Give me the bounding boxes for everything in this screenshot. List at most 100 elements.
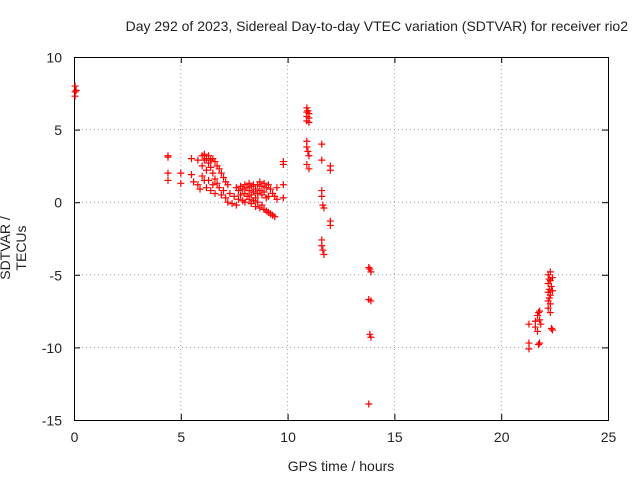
x-tick-label: 15: [387, 429, 403, 445]
data-point: [245, 187, 253, 195]
data-point: [215, 165, 223, 173]
y-tick-label: 0: [54, 195, 62, 211]
data-point: [548, 287, 556, 295]
data-point: [217, 169, 225, 177]
data-point: [258, 201, 266, 209]
data-point: [320, 250, 328, 258]
data-point: [547, 325, 555, 333]
data-point: [367, 297, 375, 305]
data-point: [164, 169, 172, 177]
data-point: [224, 198, 232, 206]
data-point: [531, 323, 539, 331]
data-point: [234, 195, 242, 203]
data-point: [305, 165, 313, 173]
data-point: [535, 309, 543, 317]
y-tick-label: -10: [42, 340, 62, 356]
data-point: [305, 152, 313, 160]
data-point: [546, 300, 554, 308]
data-point: [320, 204, 328, 212]
data-point: [232, 201, 240, 209]
axes: [74, 57, 609, 421]
data-point: [252, 185, 260, 193]
data-point: [536, 307, 544, 315]
data-point: [318, 242, 326, 250]
data-point: [237, 191, 245, 199]
data-point: [264, 181, 272, 189]
data-point: [318, 156, 326, 164]
y-tick-label: -15: [42, 413, 62, 429]
data-point: [220, 187, 228, 195]
x-tick-label: 5: [177, 429, 185, 445]
data-point: [326, 166, 334, 174]
data-point: [194, 156, 202, 164]
data-point: [245, 195, 253, 203]
data-point: [525, 320, 533, 328]
data-point: [260, 179, 268, 187]
data-point: [304, 147, 312, 155]
data-point: [211, 189, 219, 197]
data-point: [264, 192, 272, 200]
data-point: [279, 181, 287, 189]
data-point: [548, 326, 556, 334]
data-point: [271, 213, 279, 221]
y-axis-label: SDTVAR / TECUs: [0, 216, 29, 280]
data-point: [177, 169, 185, 177]
x-axis-label: GPS time / hours: [287, 458, 395, 474]
data-point: [71, 92, 79, 100]
data-point: [211, 175, 219, 183]
x-tick-label: 0: [71, 429, 79, 445]
data-point: [536, 339, 544, 347]
y-tick-label: 10: [46, 50, 62, 66]
data-points: [71, 82, 556, 408]
data-point: [365, 400, 373, 408]
data-point: [548, 274, 556, 282]
data-point: [198, 172, 206, 180]
data-point: [267, 185, 275, 193]
data-point: [534, 327, 542, 335]
data-point: [273, 184, 281, 192]
y-tick-label: -5: [50, 267, 63, 283]
data-point: [367, 333, 375, 341]
grid-lines: [74, 57, 608, 420]
plot-frame: [74, 57, 609, 421]
x-tick-label: 25: [601, 429, 617, 445]
data-point: [319, 246, 327, 254]
data-point: [72, 86, 80, 94]
data-point: [547, 282, 555, 290]
y-tick-label: 5: [54, 122, 62, 138]
data-point: [194, 181, 202, 189]
tick-labels: 0 5 10 15 20 25 -15 -10 -5 0 5 10: [42, 50, 617, 446]
data-point: [525, 345, 533, 353]
data-point: [205, 152, 213, 160]
data-point: [220, 174, 228, 182]
data-point: [202, 184, 210, 192]
data-point: [205, 176, 213, 184]
data-point: [164, 153, 172, 161]
data-point: [256, 178, 264, 186]
data-point: [367, 268, 375, 276]
data-point: [190, 178, 198, 186]
data-point: [546, 268, 554, 276]
data-point: [209, 169, 217, 177]
data-point: [252, 194, 260, 202]
data-point: [273, 195, 281, 203]
data-point: [187, 155, 195, 163]
data-point: [228, 200, 236, 208]
data-point: [252, 203, 260, 211]
data-point: [260, 188, 268, 196]
data-point: [213, 179, 221, 187]
data-point: [209, 181, 217, 189]
data-point: [544, 304, 552, 312]
data-point: [303, 143, 311, 151]
data-point: [198, 162, 206, 170]
data-point: [546, 309, 554, 317]
data-point: [241, 198, 249, 206]
data-point: [215, 184, 223, 192]
data-point: [537, 320, 545, 328]
data-point: [164, 176, 172, 184]
data-point: [303, 160, 311, 168]
x-tick-label: 10: [280, 429, 296, 445]
data-point: [226, 189, 234, 197]
data-point: [256, 187, 264, 195]
